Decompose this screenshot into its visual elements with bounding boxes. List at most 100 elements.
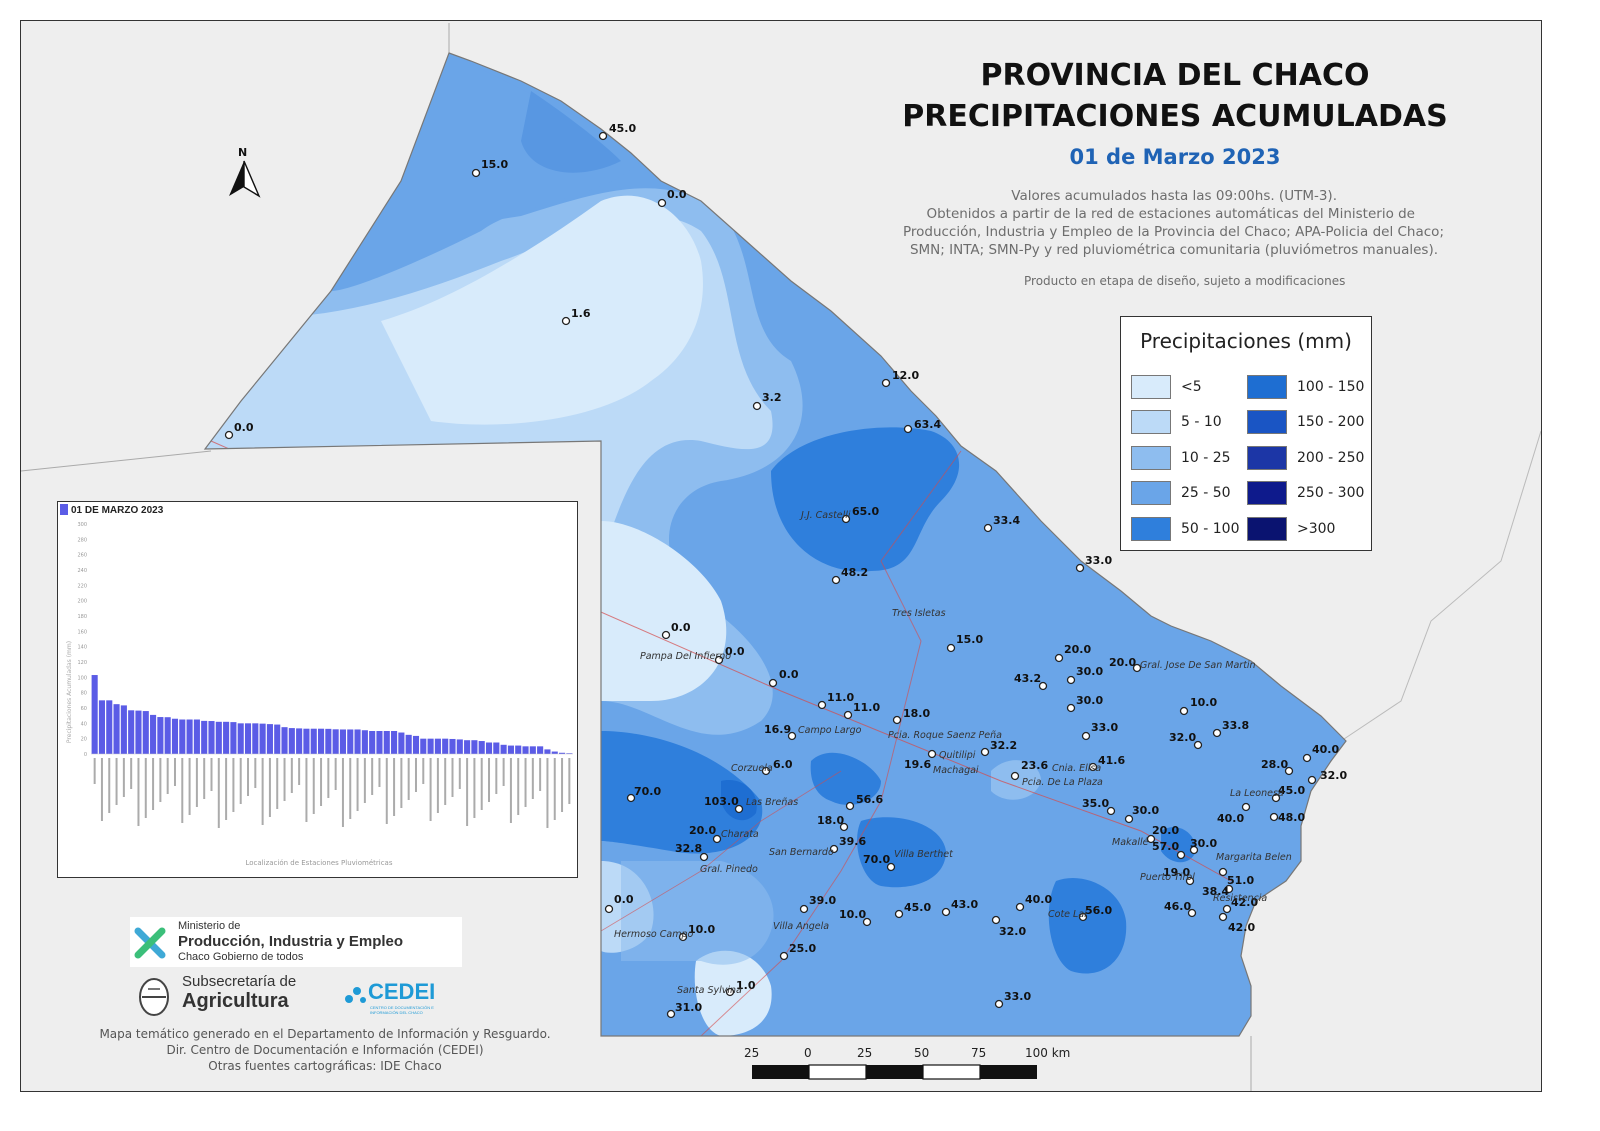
- station-marker[interactable]: 35.0: [1082, 797, 1116, 816]
- station-marker[interactable]: 30.0: [1189, 837, 1217, 855]
- station-marker[interactable]: 1.6: [561, 307, 591, 326]
- station-marker[interactable]: 32.0: [991, 915, 1027, 939]
- station-marker[interactable]: 70.0: [626, 785, 662, 803]
- chart-x-tick-label: [312, 758, 315, 814]
- station-marker[interactable]: 40.0: [1015, 893, 1053, 912]
- station-marker[interactable]: 43.0: [941, 898, 979, 917]
- legend-item: 50 - 100: [1131, 517, 1240, 541]
- chart-x-tick-label: [298, 758, 301, 785]
- station-marker[interactable]: 32.0: [1169, 731, 1203, 750]
- station-marker[interactable]: 51.0: [1218, 867, 1255, 888]
- place-label: Villa Angela: [773, 921, 829, 932]
- station-marker[interactable]: 30.0: [1066, 694, 1104, 713]
- station-marker[interactable]: 11.0: [843, 701, 881, 720]
- station-marker[interactable]: 38.4: [1202, 884, 1234, 898]
- station-marker[interactable]: 33.0: [1081, 721, 1119, 741]
- chart-y-tick-label: 100: [77, 675, 87, 681]
- chart-x-tick-label: [444, 758, 447, 805]
- station-marker[interactable]: 48.2: [831, 566, 869, 585]
- station-marker[interactable]: 33.8: [1212, 719, 1250, 738]
- station-marker[interactable]: 30.0: [1124, 804, 1160, 824]
- station-marker[interactable]: 18.0: [892, 707, 931, 725]
- station-marker[interactable]: 43.2: [1014, 672, 1048, 691]
- chart-bar: [420, 738, 427, 754]
- station-marker[interactable]: 11.0: [817, 691, 855, 710]
- station-marker[interactable]: 65.0: [841, 505, 880, 524]
- credits-line3: Otras fuentes cartográficas: IDE Chaco: [208, 1059, 442, 1073]
- chart-bar: [237, 723, 244, 754]
- station-marker[interactable]: 15.0: [946, 633, 984, 653]
- station-marker[interactable]: 12.0: [881, 369, 920, 388]
- station-marker[interactable]: 10.0: [1179, 696, 1218, 716]
- station-marker[interactable]: 32.0: [1307, 769, 1348, 785]
- station-marker[interactable]: 45.0: [598, 122, 637, 141]
- station-marker[interactable]: 0.0: [661, 621, 691, 640]
- station-value: 10.0: [839, 908, 866, 921]
- station-marker[interactable]: 10.0: [678, 923, 716, 942]
- chart-bar: [412, 735, 420, 754]
- station-marker[interactable]: 18.0: [817, 814, 849, 832]
- station-value: 18.0: [817, 814, 844, 827]
- chart-bar: [471, 740, 478, 754]
- chart-x-tick-label: [144, 758, 147, 818]
- station-marker[interactable]: 20.0: [1146, 824, 1180, 844]
- station-marker[interactable]: 20.0: [1054, 643, 1092, 663]
- station-marker[interactable]: 32.8: [675, 842, 709, 862]
- station-value: 45.0: [904, 901, 931, 914]
- station-marker[interactable]: 48.0: [1269, 811, 1306, 824]
- chart-x-tick-label: [436, 758, 439, 813]
- station-marker[interactable]: 6.0: [761, 758, 793, 776]
- legend-item: >300: [1247, 517, 1335, 541]
- station-marker[interactable]: 3.2: [752, 391, 782, 411]
- station-marker[interactable]: 0.0: [768, 668, 799, 688]
- station-marker[interactable]: 70.0: [863, 853, 896, 872]
- station-marker[interactable]: 46.0: [1164, 900, 1197, 918]
- station-marker[interactable]: 10.0: [839, 908, 872, 927]
- station-marker[interactable]: 33.0: [994, 990, 1032, 1009]
- station-marker[interactable]: 56.0: [1078, 904, 1113, 922]
- station-marker[interactable]: 30.0: [1066, 665, 1104, 685]
- station-marker[interactable]: 23.6: [1010, 759, 1049, 781]
- station-marker[interactable]: 63.4: [903, 418, 942, 434]
- station-marker[interactable]: 31.0: [666, 1001, 703, 1019]
- station-marker[interactable]: 25.0: [779, 942, 817, 961]
- station-marker[interactable]: 33.4: [983, 514, 1021, 533]
- station-value: 48.0: [1278, 811, 1305, 824]
- station-marker[interactable]: 19.0: [1163, 866, 1195, 886]
- station-marker[interactable]: 39.0: [799, 894, 837, 914]
- station-marker[interactable]: 33.0: [1075, 554, 1113, 573]
- station-marker[interactable]: 57.0: [1152, 840, 1186, 860]
- station-marker[interactable]: 40.0: [1217, 802, 1251, 826]
- station-marker[interactable]: 28.0: [1261, 758, 1294, 776]
- chart-x-tick-label: [509, 758, 512, 823]
- description-line2: Obtenidos a partir de la red de estacion…: [926, 206, 1415, 222]
- station-marker[interactable]: 20.0: [689, 824, 722, 844]
- station-value: 20.0: [1109, 656, 1136, 669]
- description-line4: SMN; INTA; SMN-Py y red pluviométrica co…: [909, 242, 1438, 258]
- station-marker[interactable]: 32.2: [980, 739, 1018, 757]
- station-marker[interactable]: 19.6: [904, 749, 937, 772]
- place-label: Pampa Del Infierno: [640, 651, 731, 662]
- station-marker[interactable]: 0.0: [604, 893, 634, 914]
- chart-x-tick-label: [495, 758, 498, 794]
- station-marker[interactable]: 103.0: [704, 795, 744, 814]
- station-marker[interactable]: 42.0: [1222, 896, 1259, 914]
- station-marker[interactable]: 45.0: [894, 901, 932, 919]
- chart-x-tick-label: [122, 758, 125, 797]
- station-marker[interactable]: 39.6: [829, 835, 867, 854]
- station-marker[interactable]: 16.9: [764, 723, 797, 741]
- chart-bar: [128, 710, 135, 754]
- chart-bar: [456, 739, 463, 754]
- station-marker[interactable]: 15.0: [471, 158, 509, 178]
- chart-y-tick-label: 280: [77, 537, 87, 543]
- station-marker[interactable]: 40.0: [1302, 743, 1340, 763]
- station-marker[interactable]: 1.0: [725, 979, 756, 997]
- station-marker[interactable]: 56.6: [845, 793, 884, 811]
- station-marker[interactable]: 0.0: [224, 421, 254, 440]
- station-marker[interactable]: 42.0: [1218, 912, 1256, 935]
- station-marker[interactable]: 20.0: [1109, 656, 1142, 673]
- station-marker[interactable]: 41.6: [1088, 754, 1126, 772]
- station-marker[interactable]: 0.0: [714, 645, 745, 665]
- station-marker[interactable]: 0.0: [657, 188, 687, 208]
- station-marker[interactable]: 45.0: [1271, 784, 1306, 803]
